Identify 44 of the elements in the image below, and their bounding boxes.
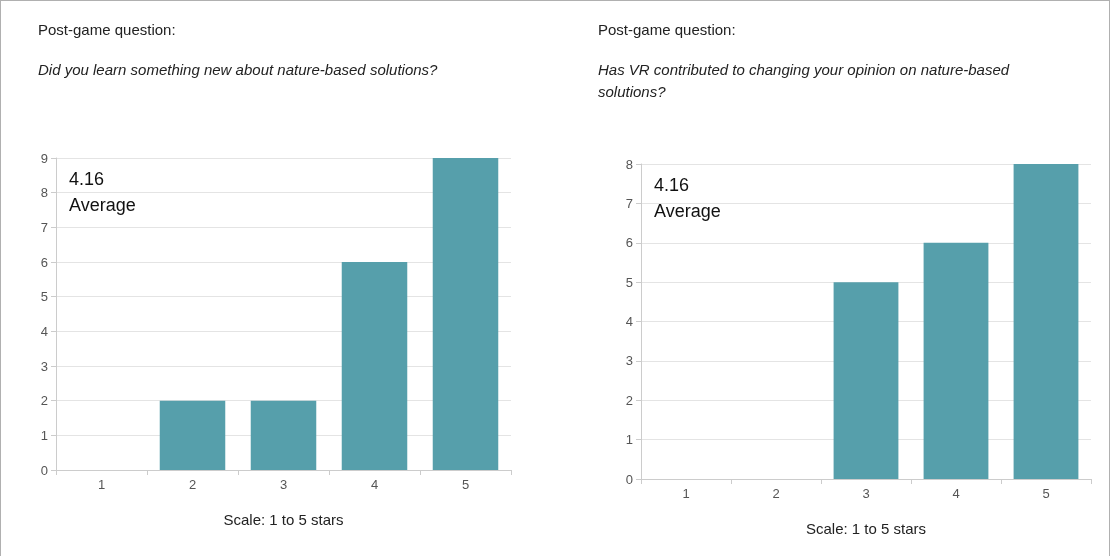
y-tick-label: 5 [625, 274, 633, 290]
y-tick-label: 4 [625, 314, 633, 329]
x-tick-label: 5 [461, 477, 470, 492]
chart-subtitle: Has VR contributed to changing your opinion on nature-based solutions? [598, 60, 1011, 102]
y-tick-label: 4 [40, 323, 48, 339]
x-axis-title: Scale: 1 to 5 stars [805, 520, 927, 537]
x-tick-label: 1 [682, 486, 690, 501]
x-tick-label: 5 [1042, 486, 1050, 501]
y-tick-label: 1 [625, 432, 633, 448]
chart-subtitle: Did you learn something new about nature-based solutions? [38, 60, 439, 80]
y-tick-label: 8 [625, 156, 633, 172]
y-tick-label: 3 [40, 358, 48, 374]
x-axis-title: Scale: 1 to 5 stars [223, 511, 344, 528]
bar [159, 400, 226, 470]
annotation: 4.16 Average [69, 169, 136, 215]
y-tick-label: 7 [625, 195, 633, 211]
x-tick-label: 1 [97, 477, 106, 492]
y-tick-label: 6 [625, 235, 633, 251]
x-tick-label: 3 [862, 486, 870, 501]
y-tick-label: 0 [625, 471, 633, 487]
annotation: 4.16 Average [654, 175, 721, 221]
bar [1013, 164, 1079, 479]
y-tick-label: 3 [625, 353, 633, 369]
y-tick-label: 1 [40, 427, 48, 443]
y-tick-label: 8 [40, 185, 48, 201]
x-tick-label: 3 [279, 477, 288, 492]
y-tick-label: 5 [40, 289, 48, 305]
y-tick-label: 2 [40, 393, 48, 409]
y-tick-label: 2 [625, 392, 633, 408]
x-tick-label: 4 [370, 477, 379, 492]
x-tick-label: 2 [188, 477, 197, 492]
y-tick-label: 0 [40, 462, 48, 478]
x-tick-label: 2 [772, 486, 780, 501]
y-tick-label: 6 [40, 254, 48, 270]
y-tick-label: 7 [40, 219, 48, 235]
bar [250, 400, 317, 470]
chart-title: Post-game question: [598, 21, 736, 38]
bar [833, 282, 899, 479]
y-tick-label: 9 [40, 150, 48, 166]
x-tick-label: 4 [952, 486, 960, 501]
bar [923, 242, 989, 479]
chart-title: Post-game question: [38, 21, 176, 38]
bar [432, 158, 499, 470]
bar [341, 262, 408, 470]
